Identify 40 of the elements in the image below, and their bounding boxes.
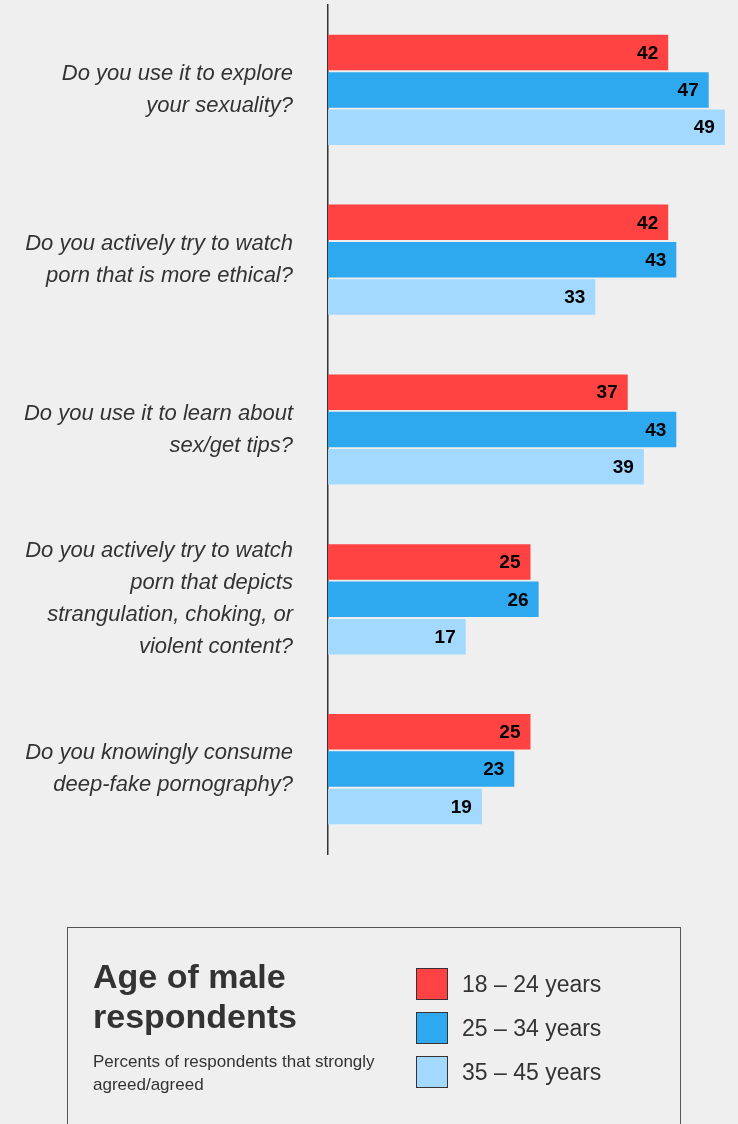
data-label: 19	[450, 795, 472, 817]
bar	[328, 581, 539, 618]
legend-label: 35 – 45 years	[462, 1058, 602, 1086]
bar	[328, 788, 482, 825]
bar	[328, 544, 531, 580]
bar	[328, 751, 515, 787]
bar	[328, 34, 669, 71]
data-label: 37	[596, 381, 618, 403]
data-label: 43	[645, 418, 667, 440]
bar	[328, 279, 596, 315]
data-label: 25	[499, 551, 521, 573]
data-label: 17	[434, 625, 456, 647]
bar	[328, 374, 628, 410]
legend-label: 18 – 24 years	[462, 970, 602, 998]
y-tick-label: Do you use it to learn about sex/get tips?	[23, 399, 294, 457]
data-label: 49	[693, 116, 715, 138]
y-tick-label: Do you actively try to watch porn that depicts strangulation, choking, or violent content?	[25, 537, 295, 659]
bar	[328, 72, 709, 108]
data-label: 42	[637, 41, 659, 63]
text: Percents of respondents that strongly agreed/agreed	[93, 1051, 376, 1096]
bar	[328, 618, 466, 655]
y-tick-label: Do you actively try to watch porn that is more ethical?	[25, 229, 294, 287]
bar	[328, 109, 725, 145]
data-label: 33	[564, 286, 586, 308]
data-label: 25	[499, 720, 521, 742]
data-label: 43	[645, 248, 667, 270]
bar	[328, 241, 677, 278]
data-label: 42	[637, 211, 659, 233]
bar	[328, 449, 644, 485]
bar	[328, 411, 677, 448]
data-label: 23	[483, 758, 505, 780]
y-tick-label: Do you use it to explore your sexuality?	[61, 60, 294, 118]
bar	[328, 714, 531, 750]
data-label: 39	[612, 456, 634, 478]
data-label: 26	[507, 588, 529, 610]
legend-label: 25 – 34 years	[462, 1014, 602, 1042]
y-tick-label: Do you knowingly consume deep-fake pornography?	[25, 739, 294, 797]
bar	[328, 204, 669, 241]
legend-title: Age of male respondents	[93, 956, 299, 1036]
data-label: 47	[677, 79, 699, 101]
